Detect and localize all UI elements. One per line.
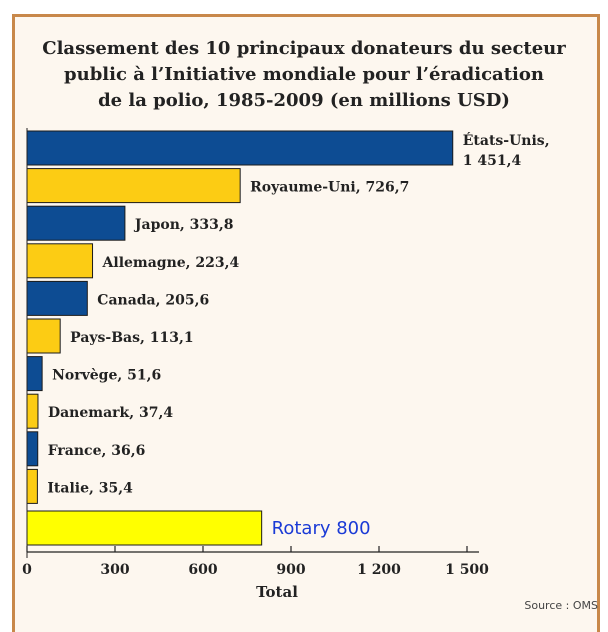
x-tick-label: 900 <box>276 562 305 578</box>
bar-pays-bas <box>26 318 61 354</box>
bar-label-etats-unis-2: 1 451,4 <box>463 153 522 169</box>
bar-label-japon: Japon, 333,8 <box>133 217 234 233</box>
bar-label-italie: Italie, 35,4 <box>47 480 133 496</box>
bar-japon <box>26 205 126 241</box>
chart-title-line-1: Classement des 10 principaux donateurs d… <box>42 38 566 59</box>
bar-danemark <box>26 393 39 429</box>
bar-italie <box>26 468 38 504</box>
x-tick-label: 1 200 <box>357 562 401 578</box>
bar-label-france: France, 36,6 <box>48 443 146 459</box>
source-note: Source : OMS <box>524 599 598 612</box>
bar-label-etats-unis-1: États-Unis, <box>463 131 550 149</box>
bar-royaume-uni <box>26 168 241 204</box>
bar-norvege <box>26 356 43 392</box>
x-tick-label: 0 <box>22 562 32 578</box>
chart-title: Classement des 10 principaux donateurs d… <box>14 36 594 114</box>
bar-chart: États-Unis, 1 451,4 Royaume-Uni, 726,7 Japo… <box>22 128 550 601</box>
bar-canada <box>26 280 88 316</box>
bar-label-norvege: Norvège, 51,6 <box>52 368 161 384</box>
x-tick-label: 1 500 <box>445 562 489 578</box>
chart-title-line-3: de la polio, 1985-2009 (en millions USD) <box>98 90 510 111</box>
bar-label-rotary: Rotary 800 <box>272 518 371 539</box>
x-tick-label: 600 <box>188 562 217 578</box>
bar-allemagne <box>26 243 94 279</box>
bar-label-pays-bas: Pays-Bas, 113,1 <box>70 330 193 346</box>
bar-label-danemark: Danemark, 37,4 <box>48 405 173 421</box>
bar-label-royaume-uni: Royaume-Uni, 726,7 <box>250 180 409 196</box>
bar-rotary <box>26 510 263 546</box>
x-tick-label: 300 <box>100 562 129 578</box>
bar-label-allemagne: Allemagne, 223,4 <box>102 255 240 271</box>
bar-label-canada: Canada, 205,6 <box>97 292 209 308</box>
bar-france <box>26 431 39 467</box>
chart-title-line-2: public à l’Initiative mondiale pour l’ér… <box>64 64 544 85</box>
bar-etats-unis <box>26 130 454 166</box>
x-axis-label: Total <box>256 583 298 601</box>
